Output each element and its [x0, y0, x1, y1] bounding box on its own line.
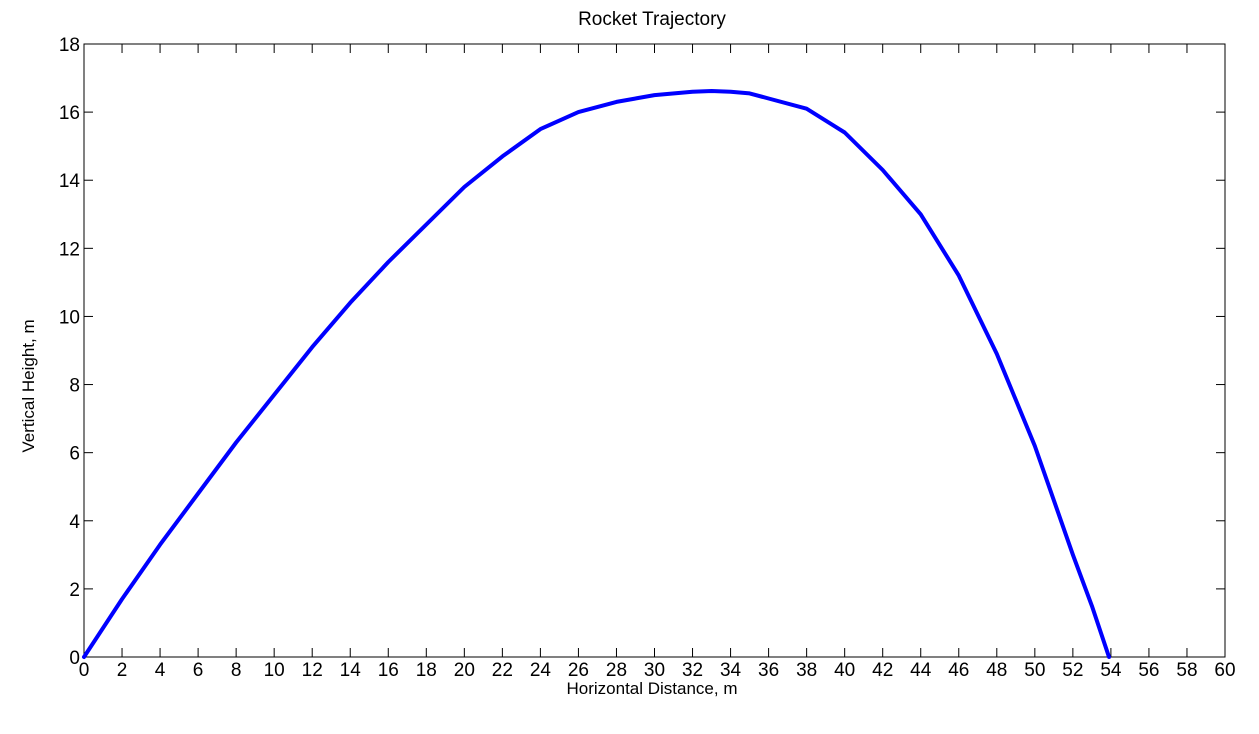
y-tick-label: 8 [69, 376, 80, 397]
x-tick-label: 38 [796, 660, 817, 681]
x-tick-label: 46 [948, 660, 969, 681]
y-tick-label: 0 [69, 648, 80, 669]
y-tick-label: 6 [69, 444, 80, 465]
x-tick-label: 48 [986, 660, 1007, 681]
x-tick-label: 36 [758, 660, 779, 681]
x-tick-label: 12 [302, 660, 323, 681]
y-tick-label: 18 [59, 35, 80, 56]
x-tick-label: 16 [378, 660, 399, 681]
x-tick-label: 42 [872, 660, 893, 681]
x-tick-label: 4 [155, 660, 166, 681]
x-tick-label: 30 [644, 660, 665, 681]
x-tick-label: 60 [1214, 660, 1235, 681]
x-tick-label: 22 [492, 660, 513, 681]
x-tick-label: 28 [606, 660, 627, 681]
x-tick-label: 0 [79, 660, 90, 681]
x-tick-label: 40 [834, 660, 855, 681]
y-axis-label: Vertical Height, m [19, 319, 38, 452]
x-tick-label: 10 [264, 660, 285, 681]
y-tick-label: 4 [69, 512, 80, 533]
x-tick-label: 8 [231, 660, 242, 681]
x-tick-label: 32 [682, 660, 703, 681]
x-tick-label: 14 [340, 660, 362, 681]
y-tick-label: 12 [59, 239, 80, 260]
x-tick-label: 6 [193, 660, 204, 681]
x-tick-label: 18 [416, 660, 437, 681]
x-tick-label: 44 [910, 660, 932, 681]
x-tick-label: 24 [530, 660, 552, 681]
x-tick-label: 20 [454, 660, 475, 681]
axes-box [83, 43, 1226, 658]
x-tick-label: 54 [1100, 660, 1122, 681]
x-tick-label: 50 [1024, 660, 1045, 681]
y-tick-label: 2 [69, 580, 80, 601]
y-tick-label: 10 [59, 307, 80, 328]
x-tick-label: 52 [1062, 660, 1083, 681]
x-tick-label: 2 [117, 660, 128, 681]
x-tick-label: 58 [1176, 660, 1197, 681]
x-tick-label: 34 [720, 660, 742, 681]
y-tick-label: 14 [59, 171, 81, 192]
x-tick-label: 56 [1138, 660, 1159, 681]
chart-title: Rocket Trajectory [578, 9, 726, 30]
trajectory-line [82, 89, 1111, 659]
y-tick-label: 16 [59, 103, 80, 124]
x-tick-label: 26 [568, 660, 589, 681]
x-axis-label: Horizontal Distance, m [566, 679, 737, 698]
plot-area: 0 2 4 6 8 10 12 14 16 18 20 22 24 26 28 30 32 34 36 38 40 42 4… [59, 35, 1236, 681]
